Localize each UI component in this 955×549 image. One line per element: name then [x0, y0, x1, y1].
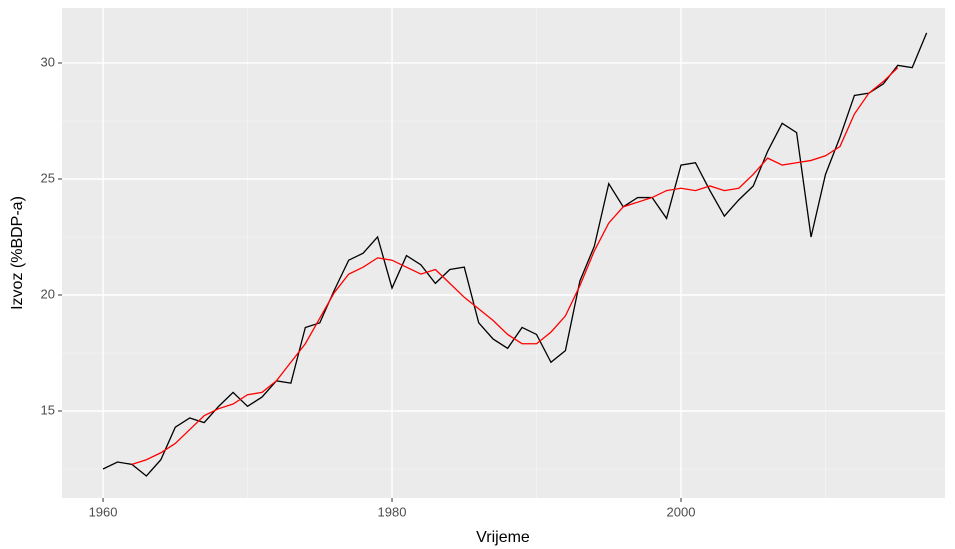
y-axis-title: Izvoz (%BDP-a) — [9, 196, 26, 310]
y-tick-label: 15 — [41, 402, 55, 417]
x-tick-label: 1960 — [89, 504, 118, 519]
y-tick-label: 30 — [41, 54, 55, 69]
series-line — [131, 67, 899, 465]
y-tick-label: 20 — [41, 286, 55, 301]
y-tick-label: 25 — [41, 170, 55, 185]
x-tick-label: 1980 — [378, 504, 407, 519]
x-tick-label: 2000 — [667, 504, 696, 519]
x-axis-title: Vrijeme — [476, 529, 530, 546]
